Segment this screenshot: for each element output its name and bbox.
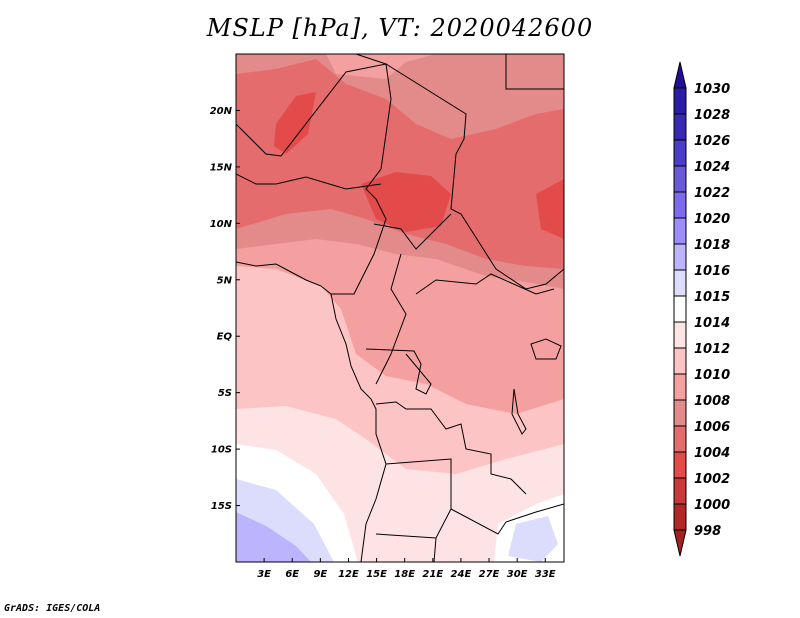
colorbar-bottom-arrow [673, 529, 687, 557]
colorbar-top-arrow [673, 61, 687, 89]
lon-label: 18E [394, 569, 415, 580]
border-line [433, 537, 437, 562]
colorbar-box [673, 165, 687, 193]
colorbar-label: 998 [694, 524, 721, 539]
grads-credit: GrADS: IGES/COLA [4, 603, 101, 614]
colorbar-label: 1014 [694, 316, 730, 331]
lon-label: 24E [451, 569, 472, 580]
border-line [236, 173, 382, 190]
colorbar-box [673, 425, 687, 453]
lat-label: 10N [210, 219, 233, 230]
colorbar-label: 1026 [694, 134, 730, 149]
contour-1002-1004-west [274, 92, 316, 154]
lat-label: 10S [211, 445, 232, 456]
border-line [385, 63, 564, 290]
lat-label: 15N [210, 162, 233, 173]
lat-label: 15S [211, 501, 232, 512]
colorbar-box [673, 503, 687, 531]
colorbar-label: 1008 [694, 394, 730, 409]
colorbar-label: 1030 [694, 82, 730, 97]
colorbar-label: 1015 [694, 290, 730, 305]
colorbar-box [673, 243, 687, 271]
colorbar-label: 1012 [694, 342, 730, 357]
colorbar-label: 1018 [694, 238, 730, 253]
colorbar-label: 1006 [694, 420, 730, 435]
border-line [365, 348, 432, 395]
border-line [373, 213, 452, 250]
lon-label: 6E [285, 569, 299, 580]
lat-label: 5N [217, 275, 233, 286]
lon-label: 33E [535, 569, 556, 580]
colorbar-box [673, 477, 687, 505]
border-line [375, 253, 407, 385]
colorbar-label: 1016 [694, 264, 730, 279]
colorbar-label: 1010 [694, 368, 730, 383]
latitude-axis: 20N 15N 10N 5N EQ 5S 10S 15S [210, 106, 240, 512]
contour-1002-1004-center [361, 172, 451, 232]
lat-label: 20N [210, 106, 233, 117]
colorbar-label: 1020 [694, 212, 730, 227]
colorbar-label: 1004 [694, 446, 730, 461]
colorbar: 1030 1028 1026 1024 1022 1020 1018 1016 1015 1014… [673, 61, 730, 557]
lon-label: 21E [422, 569, 443, 580]
colorbar-box [673, 139, 687, 167]
lon-label: 3E [257, 569, 271, 580]
colorbar-label: 1000 [694, 498, 730, 513]
colorbar-box [673, 321, 687, 349]
contour-1015-1016 [236, 479, 558, 562]
lon-label: 27E [479, 569, 500, 580]
border-line [415, 273, 555, 295]
contour-1004-1006 [236, 59, 564, 269]
colorbar-box [673, 87, 687, 115]
colorbar-box [673, 451, 687, 479]
contour-1002-1004-east [536, 179, 564, 239]
lon-label: 9E [313, 569, 327, 580]
plot-title: MSLP [hPa], VT: 2020042600 [206, 14, 594, 42]
border-line [236, 54, 388, 157]
colorbar-label: 1028 [694, 108, 730, 123]
colorbar-box [673, 347, 687, 375]
border-line [375, 401, 527, 495]
colorbar-label: 1022 [694, 186, 730, 201]
border-line [331, 63, 392, 295]
colorbar-box [673, 373, 687, 401]
colorbar-box [673, 399, 687, 427]
colorbar-box [673, 269, 687, 297]
longitude-axis: 3E 6E 9E 12E 15E 18E 21E 24E 27E 30E 33E [257, 558, 556, 580]
colorbar-box [673, 191, 687, 219]
border-line [450, 503, 564, 535]
colorbar-label: 1024 [694, 160, 730, 175]
colorbar-box [673, 113, 687, 141]
colorbar-label: 1002 [694, 472, 730, 487]
border-line [505, 54, 564, 90]
mslp-field: 20N 15N 10N 5N EQ 5S 10S 15S 3E 6E 9E 12E 15E 18E 21E… [210, 53, 565, 580]
country-borders [236, 54, 564, 562]
lat-label: EQ [217, 332, 233, 343]
lon-label: 30E [507, 569, 528, 580]
lon-label: 12E [338, 569, 359, 580]
contour-1016-1018 [236, 512, 311, 562]
lat-label: 5S [218, 388, 232, 399]
coastline [236, 261, 387, 562]
map-frame [235, 53, 565, 563]
colorbar-box [673, 295, 687, 323]
lake-tanganyika [511, 388, 527, 435]
lon-label: 15E [366, 569, 387, 580]
lake-victoria [530, 338, 562, 360]
colorbar-box [673, 217, 687, 245]
